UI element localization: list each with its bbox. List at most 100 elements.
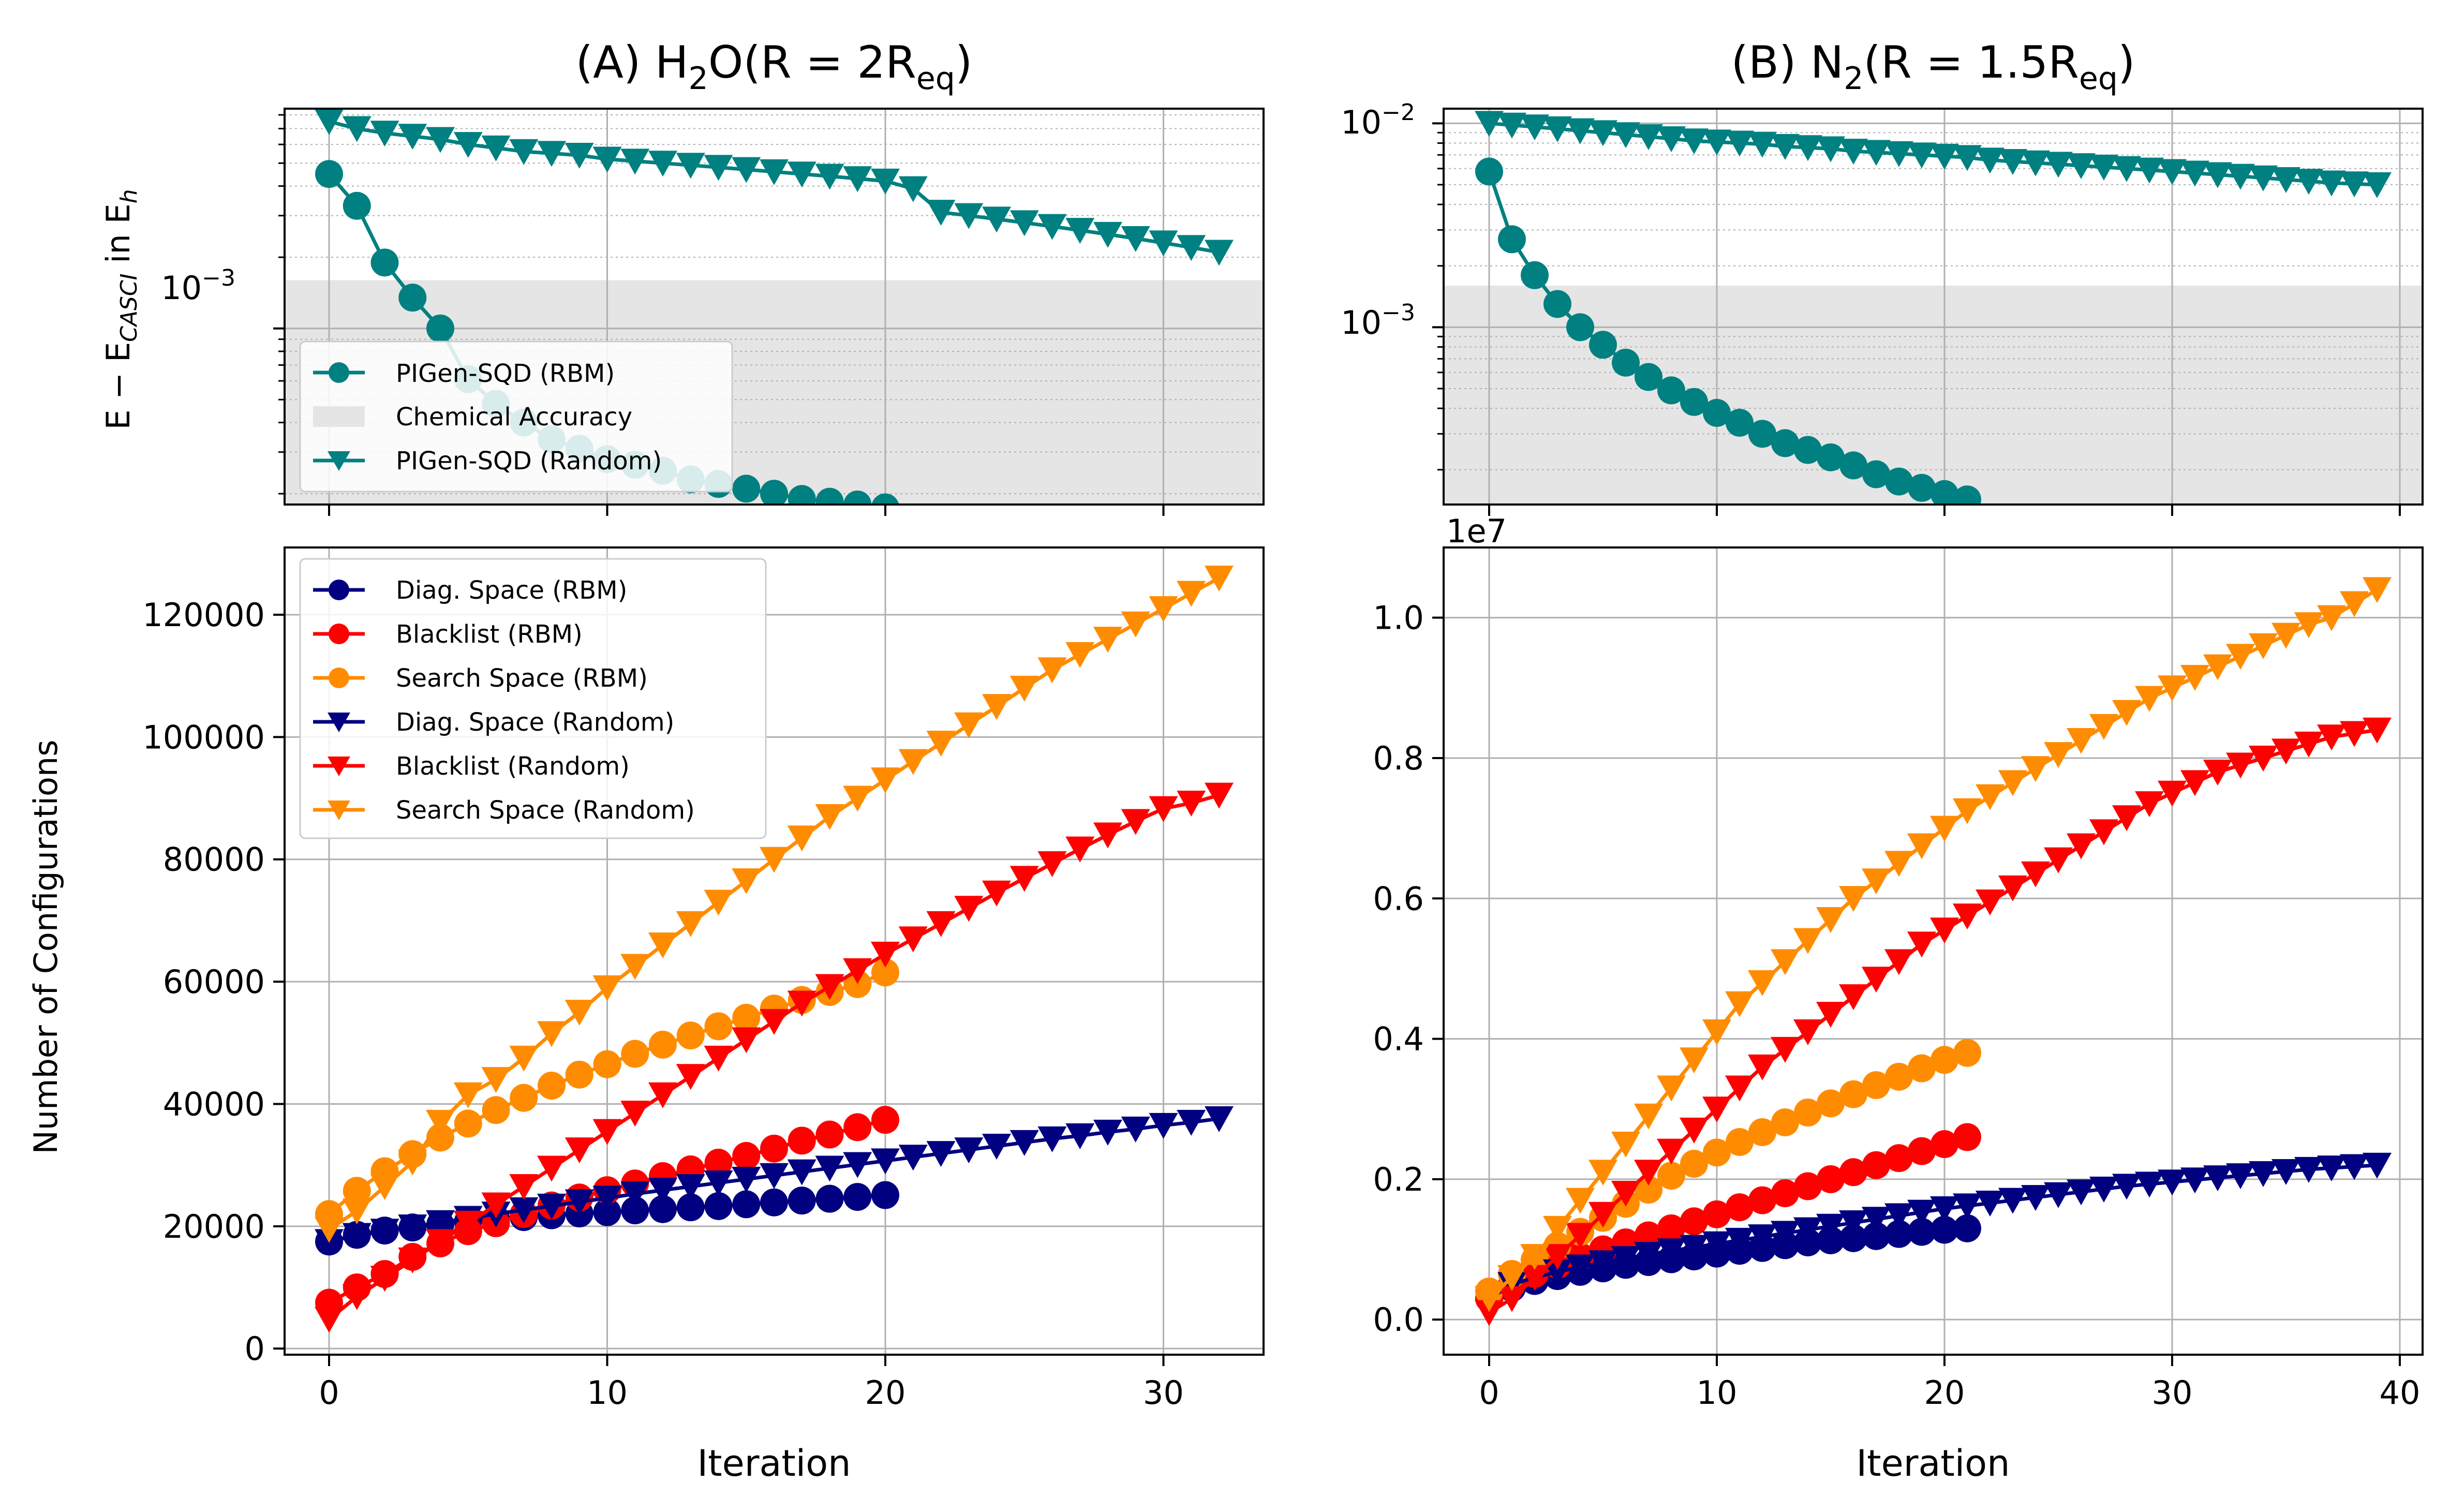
data-point — [537, 141, 566, 167]
data-point — [1121, 226, 1150, 252]
svg-text:Chemical Accuracy: Chemical Accuracy — [396, 403, 632, 432]
y-tick-label: 80000 — [163, 841, 265, 879]
data-point — [1839, 139, 1868, 165]
data-point — [1907, 833, 1936, 859]
data-point — [1771, 1179, 1799, 1207]
data-point — [1839, 1210, 1868, 1236]
y-tick-label: 100000 — [142, 718, 265, 756]
data-point — [565, 1060, 593, 1089]
data-point — [1009, 210, 1039, 236]
data-point — [1657, 1138, 1686, 1165]
legend-entry-chemical-accuracy: Chemical Accuracy — [313, 403, 632, 432]
data-point — [1931, 1046, 1958, 1074]
data-point — [1976, 147, 2004, 174]
data-point — [315, 1217, 344, 1243]
data-point — [592, 146, 622, 173]
data-point — [648, 932, 677, 959]
data-point — [982, 206, 1011, 233]
data-point — [370, 248, 399, 277]
data-point — [1816, 136, 1845, 162]
svg-text:Diag. Space (RBM): Diag. Space (RBM) — [396, 576, 627, 605]
data-point — [1680, 1150, 1708, 1178]
data-point — [1611, 1181, 1640, 1207]
data-point — [2089, 714, 2118, 740]
data-point — [481, 135, 511, 161]
data-point — [760, 1134, 788, 1163]
data-point — [2294, 1157, 2323, 1183]
data-point — [2180, 770, 2209, 796]
data-point — [760, 1188, 788, 1217]
data-point — [787, 990, 816, 1017]
data-point — [1177, 581, 1206, 607]
data-point — [453, 132, 483, 158]
data-point — [510, 1084, 538, 1112]
y-tick-label: 0.4 — [1373, 1020, 1424, 1058]
axes-frame — [1443, 108, 2424, 506]
data-point — [343, 191, 371, 220]
data-point — [2180, 1167, 2209, 1194]
data-point — [1748, 1054, 1777, 1080]
data-point — [1037, 657, 1067, 684]
data-point — [1588, 120, 1617, 146]
ytick-label-b-1e-2: 10−2 — [1341, 99, 1415, 141]
data-point — [2271, 622, 2300, 649]
data-point — [1907, 142, 1936, 169]
data-point — [1862, 967, 1891, 993]
data-point — [843, 785, 872, 812]
data-point — [1839, 1080, 1867, 1108]
data-point — [2363, 717, 2392, 744]
data-point — [1702, 129, 1731, 156]
data-point — [732, 475, 761, 503]
data-point — [732, 1166, 761, 1193]
data-point — [1657, 1162, 1685, 1190]
data-point — [481, 1067, 511, 1093]
data-point — [2021, 150, 2050, 176]
data-point — [370, 121, 399, 147]
data-point — [676, 1021, 705, 1050]
data-point — [1611, 1132, 1640, 1158]
data-point — [398, 1214, 427, 1240]
data-point — [1149, 1113, 1178, 1139]
data-point — [704, 1045, 733, 1072]
legend-entry-search-rbm: Search Space (RBM) — [313, 664, 648, 693]
data-point — [1908, 1054, 1936, 1083]
data-point — [1093, 627, 1122, 653]
data-point — [1612, 348, 1640, 377]
data-point — [1816, 1213, 1845, 1240]
data-point — [1497, 112, 1526, 139]
data-point — [342, 1284, 372, 1310]
data-point — [1702, 1019, 1731, 1045]
data-point — [1065, 1123, 1095, 1149]
data-point — [1009, 675, 1039, 702]
data-point — [2249, 745, 2278, 772]
data-point — [2363, 1152, 2392, 1179]
data-point — [592, 1119, 622, 1145]
data-point — [1177, 791, 1206, 817]
data-point — [2089, 1176, 2118, 1203]
series-layer — [1475, 111, 2392, 505]
data-point — [1725, 991, 1754, 1017]
data-point — [898, 749, 928, 775]
data-point — [815, 1155, 844, 1182]
x-axis-label-a: Iteration — [697, 1442, 851, 1485]
data-point — [760, 159, 789, 185]
data-point — [1680, 388, 1708, 416]
data-point — [982, 1134, 1011, 1160]
data-point — [815, 1120, 844, 1149]
data-point — [1862, 1222, 1890, 1250]
data-point — [1589, 331, 1617, 359]
data-point — [1543, 1259, 1572, 1285]
data-point — [2089, 819, 2118, 846]
data-point — [1998, 875, 2027, 901]
data-point — [1177, 1109, 1206, 1136]
data-point — [676, 1174, 705, 1200]
data-point — [1953, 485, 1981, 505]
data-point — [509, 1174, 539, 1200]
data-point — [1953, 145, 1982, 171]
data-point — [1794, 1172, 1822, 1200]
data-point — [732, 868, 761, 895]
data-point — [1976, 1190, 2004, 1217]
data-point — [648, 1082, 677, 1108]
data-point — [2203, 1165, 2232, 1192]
data-point — [1839, 886, 1868, 912]
